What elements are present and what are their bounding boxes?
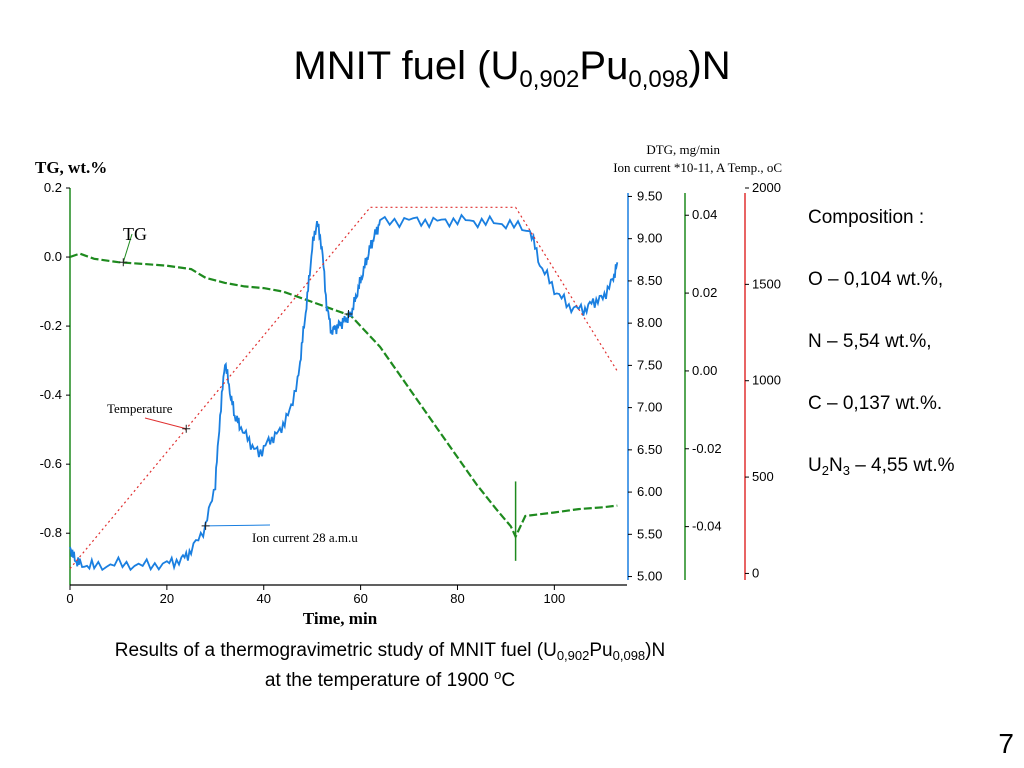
x-tick-label: 60	[353, 591, 367, 606]
tg-leader-line	[122, 233, 133, 263]
x-tick-label: 100	[543, 591, 565, 606]
ion-tick-label: 8.00	[637, 315, 662, 330]
ion-current-series-line	[69, 213, 619, 572]
tg-tick-label: 0.2	[44, 180, 62, 195]
composition-heading: Composition :	[808, 207, 925, 228]
cross-marker	[119, 258, 128, 267]
tg-tick-label: -0.8	[40, 525, 62, 540]
dtg-axis-title: DTG, mg/min	[646, 142, 720, 157]
caption-line-1: Results of a thermogravimetric study of …	[114, 640, 666, 663]
tg-tick-label: -0.2	[40, 318, 62, 333]
thermogravimetric-chart: TG, wt.% DTG, mg/min Ion current *10-11,…	[35, 142, 782, 628]
ion-tick-label: 6.00	[637, 484, 662, 499]
ion-tick-label: 7.50	[637, 357, 662, 372]
temperature-series-line	[69, 206, 618, 569]
composition-u2n3: U2N3 – 4,55 wt.%	[808, 455, 955, 478]
tg-tick-label: -0.4	[40, 387, 62, 402]
slide-title: MNIT fuel (U0,902Pu0,098)N	[293, 44, 731, 93]
ion-current-annotation: Ion current 28 a.m.u	[252, 530, 358, 545]
composition-carbon: C – 0,137 wt.%.	[808, 393, 943, 414]
temp-tick-label: 1000	[752, 373, 781, 388]
cross-marker	[344, 310, 353, 319]
dtg-tick-label: 0.02	[692, 285, 717, 300]
temperature-leader-line	[144, 417, 187, 430]
composition-nitrogen: N – 5,54 wt.%,	[808, 331, 932, 352]
temperature-annotation: Temperature	[107, 401, 173, 416]
temp-tick-label: 2000	[752, 180, 781, 195]
ion-tick-label: 6.50	[637, 442, 662, 457]
x-axis-title: Time, min	[303, 609, 378, 628]
page-number: 7	[998, 728, 1014, 759]
ion-tick-label: 9.00	[637, 231, 662, 246]
tg-annotation: TG	[123, 224, 147, 244]
ion-temp-axis-title: Ion current *10-11, A Temp., oC	[613, 160, 782, 175]
x-tick-label: 0	[66, 591, 73, 606]
x-tick-label: 20	[160, 591, 174, 606]
x-tick-label: 40	[257, 591, 271, 606]
cross-marker	[182, 424, 191, 433]
ion-tick-label: 5.50	[637, 526, 662, 541]
dtg-tick-label: -0.02	[692, 441, 722, 456]
tg-tick-label: -0.6	[40, 456, 62, 471]
figure-caption: Results of a thermogravimetric study of …	[30, 636, 750, 696]
ion-tick-label: 8.50	[637, 273, 662, 288]
tg-axis-title: TG, wt.%	[35, 158, 107, 177]
composition-panel: Composition : O – 0,104 wt.%, N – 5,54 w…	[808, 205, 955, 515]
x-tick-label: 80	[450, 591, 464, 606]
ion-leader-line	[205, 524, 271, 527]
dtg-tick-label: 0.00	[692, 363, 717, 378]
composition-oxygen: O – 0,104 wt.%,	[808, 269, 944, 290]
dtg-tick-label: 0.04	[692, 207, 717, 222]
cross-marker	[201, 521, 210, 530]
temp-tick-label: 0	[752, 565, 759, 580]
ion-tick-label: 7.00	[637, 400, 662, 415]
ion-tick-label: 5.00	[637, 569, 662, 584]
tg-tick-label: 0.0	[44, 249, 62, 264]
tg-series-line	[69, 252, 618, 540]
caption-line-2: at the temperature of 1900 oC	[264, 667, 516, 691]
temp-tick-label: 1500	[752, 276, 781, 291]
dtg-tick-label: -0.04	[692, 519, 722, 534]
ion-tick-label: 9.50	[637, 188, 662, 203]
temp-tick-label: 500	[752, 469, 774, 484]
